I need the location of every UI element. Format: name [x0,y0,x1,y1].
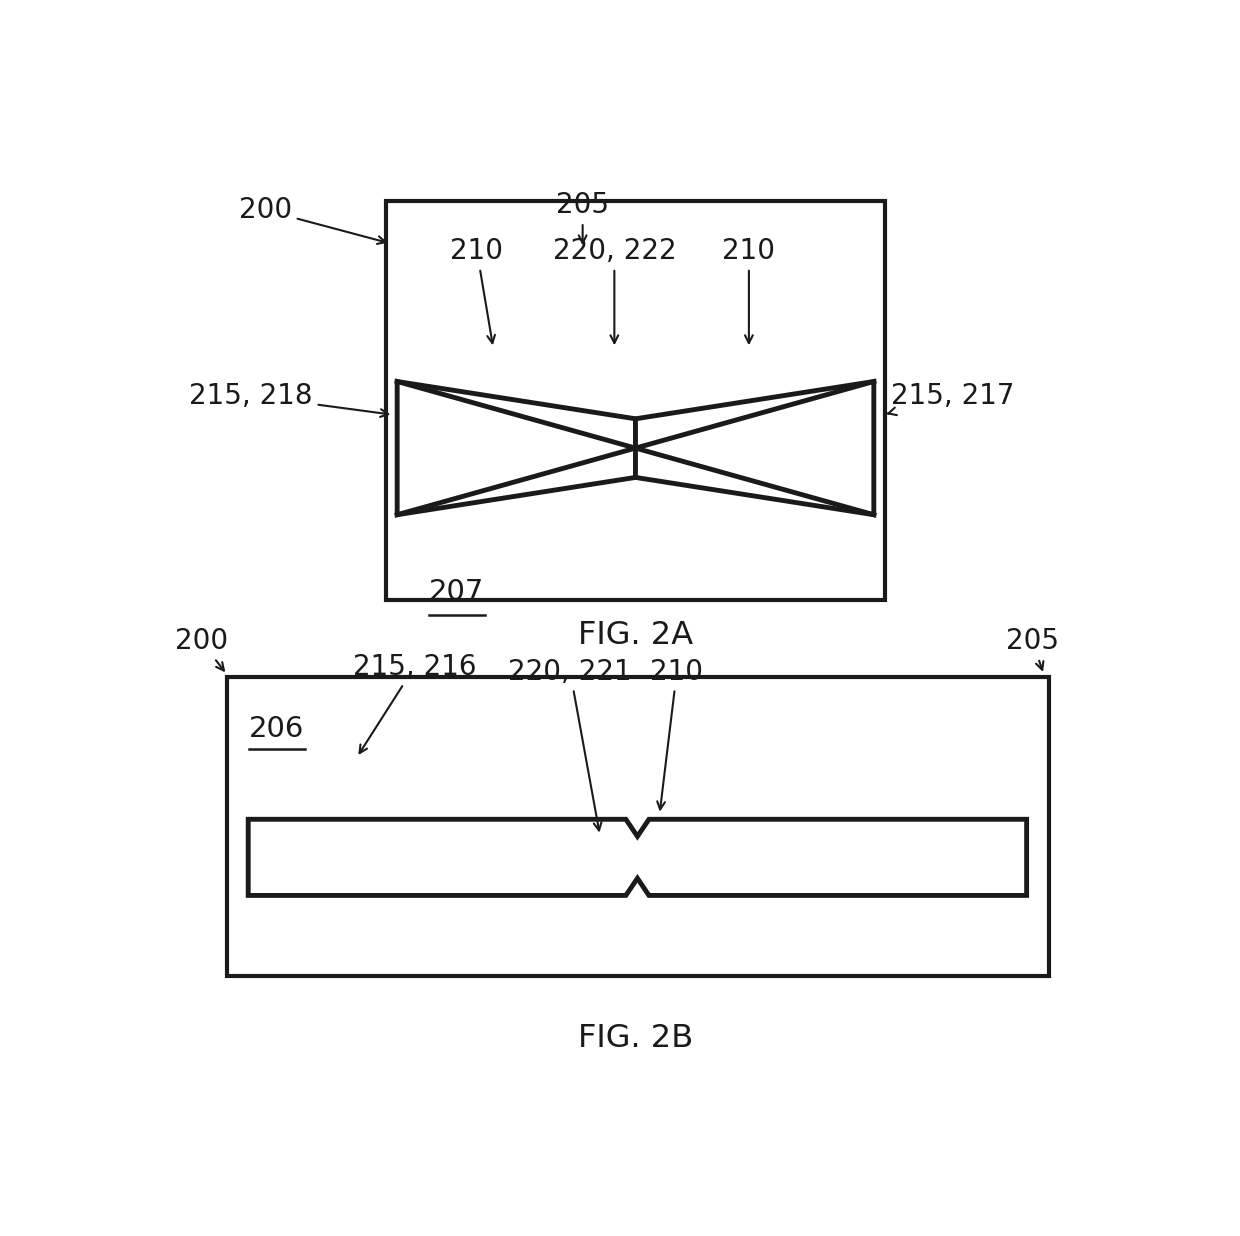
Text: 205: 205 [557,192,609,243]
Text: 207: 207 [429,578,485,607]
Text: 215, 216: 215, 216 [352,653,476,753]
Text: 215, 217: 215, 217 [888,382,1014,415]
Bar [227,676,1049,976]
Text: 200: 200 [239,197,386,243]
Text: 210: 210 [650,658,703,810]
Polygon shape [635,382,874,514]
Text: 210: 210 [450,237,503,344]
Text: FIG. 2A: FIG. 2A [578,620,693,651]
Text: 215, 218: 215, 218 [190,382,388,417]
Polygon shape [397,382,635,514]
Text: FIG. 2B: FIG. 2B [578,1022,693,1053]
Text: 220, 222: 220, 222 [553,237,676,344]
Text: 220, 221: 220, 221 [508,658,632,831]
Polygon shape [248,819,1027,895]
Text: 206: 206 [249,714,305,743]
Text: 210: 210 [723,237,775,344]
Text: 205: 205 [1006,628,1059,670]
Bar [386,200,885,601]
Text: 200: 200 [175,628,228,671]
